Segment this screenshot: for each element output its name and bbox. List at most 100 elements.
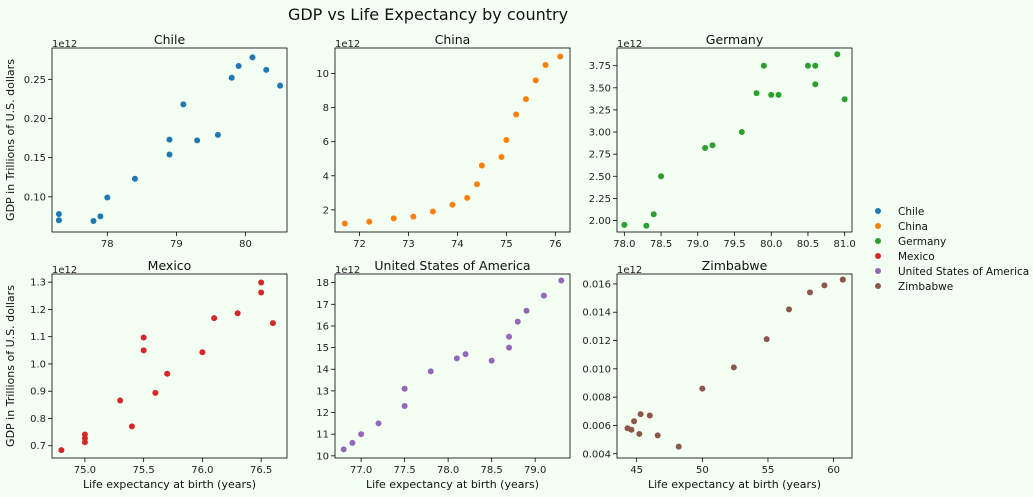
- data-point: [775, 91, 782, 98]
- data-point: [763, 336, 770, 343]
- x-tick-label: 80: [239, 239, 252, 250]
- panel-zimbabwe: Zimbabwe 1e12 45 50 55 60 0.004 0.006 0.008 0.010…: [582, 258, 853, 491]
- data-point: [503, 137, 510, 143]
- y-tick-label: 3.75: [589, 61, 611, 72]
- y-tick-label: 0.15: [24, 153, 46, 164]
- data-point: [140, 334, 147, 341]
- x-tick-label: 78.0: [437, 465, 459, 476]
- data-point: [522, 96, 529, 103]
- data-point: [821, 282, 828, 289]
- data-point: [104, 194, 111, 201]
- data-point: [498, 154, 505, 161]
- data-point: [228, 74, 235, 81]
- x-tick-label: 77.5: [393, 465, 415, 476]
- x-tick-label: 72: [353, 239, 366, 250]
- legend-marker: [875, 253, 881, 259]
- data-point: [249, 54, 256, 61]
- data-point: [637, 411, 644, 418]
- data-point: [214, 131, 221, 138]
- y-tick-label: 3.25: [589, 105, 611, 116]
- data-point: [513, 111, 520, 118]
- data-point: [131, 175, 138, 182]
- data-point: [631, 418, 638, 425]
- data-point: [709, 142, 716, 149]
- y-tick-label: 13: [316, 386, 329, 397]
- y-tick-label: 0.012: [582, 336, 611, 347]
- data-point: [358, 431, 365, 438]
- data-point: [839, 276, 846, 283]
- y-tick-label: 12: [316, 408, 329, 419]
- data-point: [410, 213, 417, 220]
- y-tick-label: 0.7: [30, 441, 46, 452]
- data-point: [621, 221, 628, 228]
- axes-frame: [334, 47, 571, 233]
- legend-label: China: [898, 221, 928, 233]
- data-point: [841, 96, 848, 103]
- data-point: [234, 310, 241, 317]
- data-point: [453, 355, 460, 362]
- data-point: [506, 333, 513, 340]
- data-point: [542, 62, 549, 69]
- x-axis-label: Life expectancy at birth (years): [366, 478, 539, 491]
- data-point: [258, 289, 265, 296]
- x-tick-label: 77.0: [350, 465, 372, 476]
- y-tick-label: 3.00: [589, 128, 611, 139]
- y-tick-label: 4: [323, 171, 329, 182]
- legend-marker: [875, 238, 881, 244]
- data-point: [180, 101, 187, 108]
- y-tick-label: 10: [316, 451, 329, 462]
- panel-title: Chile: [154, 32, 186, 47]
- y-tick-label: 1.3: [30, 278, 46, 289]
- y-tick-label: 2.75: [589, 150, 611, 161]
- x-tick-label: 55: [762, 465, 775, 476]
- y-tick-label: 2.25: [589, 194, 611, 205]
- data-point: [341, 220, 348, 227]
- axes-frame: [616, 273, 853, 459]
- data-point: [675, 443, 682, 450]
- x-tick-label: 73: [402, 239, 415, 250]
- y-tick-label: 1.0: [30, 359, 46, 370]
- x-tick-label: 79: [170, 239, 183, 250]
- x-tick-label: 74: [451, 239, 464, 250]
- panel-germany: Germany 1e12 78.0 78.5 79.0 79.5 80.0 80.5 81.0 2…: [589, 32, 856, 250]
- data-point: [429, 208, 436, 215]
- y-axis-label: GDP in Trillions of U.S. dollars: [4, 59, 17, 221]
- panel-title: Mexico: [148, 258, 192, 273]
- y-tick-label: 10: [316, 69, 329, 80]
- data-point: [658, 173, 665, 180]
- data-point: [263, 66, 270, 73]
- y-tick-label: 1.2: [30, 305, 46, 316]
- legend-marker: [875, 208, 881, 214]
- data-point: [806, 289, 813, 296]
- x-tick-label: 78.0: [613, 239, 635, 250]
- data-point: [760, 62, 767, 69]
- data-point: [636, 430, 643, 437]
- data-point: [558, 277, 565, 284]
- panel-china: China 1e12 72 73 74 75 76 2 4 6 8 10: [316, 32, 571, 250]
- x-tick-label: 79.5: [723, 239, 745, 250]
- legend: Chile China Germany Mexico United States of …: [875, 206, 1029, 293]
- panel-title: China: [435, 32, 471, 47]
- panel-title: Zimbabwe: [702, 258, 768, 273]
- data-point: [269, 320, 276, 327]
- y-tick-label: 14: [316, 365, 329, 376]
- data-point: [654, 432, 661, 439]
- data-point: [164, 370, 171, 377]
- y-tick-label: 16: [316, 321, 329, 332]
- data-point: [523, 307, 530, 314]
- panel-title: United States of America: [374, 258, 530, 273]
- data-point: [199, 349, 206, 356]
- data-point: [140, 347, 147, 354]
- data-point: [702, 144, 709, 151]
- data-point: [768, 91, 775, 98]
- x-tick-label: 75.0: [74, 465, 96, 476]
- x-tick-label: 80.5: [797, 239, 819, 250]
- legend-label: United States of America: [898, 266, 1029, 278]
- data-point: [194, 137, 201, 144]
- legend-marker: [875, 223, 881, 229]
- y-tick-label: 0.008: [582, 393, 611, 404]
- data-point: [366, 218, 373, 225]
- data-point: [506, 344, 513, 351]
- y-tick-label: 11: [316, 430, 329, 441]
